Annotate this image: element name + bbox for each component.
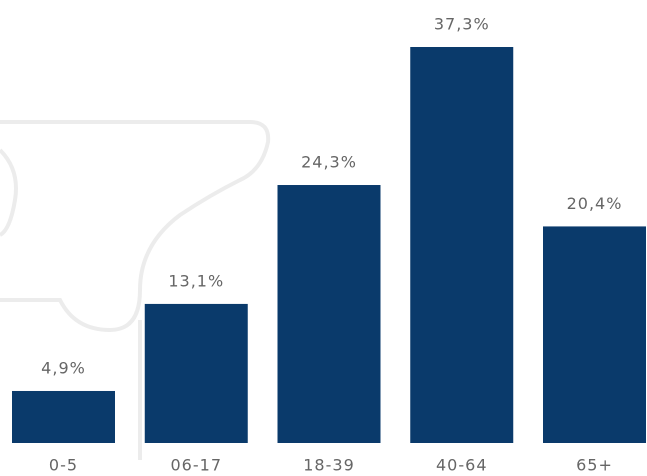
background-decoration: [0, 120, 271, 460]
value-label: 13,1%: [168, 271, 224, 290]
value-label: 4,9%: [41, 358, 86, 377]
x-tick-label: 18-39: [303, 456, 355, 475]
bar: [543, 226, 646, 443]
value-label: 20,4%: [567, 194, 623, 213]
bar: [277, 185, 381, 443]
bar: [144, 303, 248, 443]
x-tick-label: 40-64: [436, 456, 488, 475]
value-label: 37,3%: [434, 15, 490, 34]
bar: [12, 390, 115, 443]
x-tick-label: 0-5: [49, 456, 78, 475]
value-label: 24,3%: [301, 153, 357, 172]
bar: [410, 47, 514, 443]
x-tick-label: 65+: [576, 456, 613, 475]
x-tick-label: 06-17: [171, 456, 223, 475]
